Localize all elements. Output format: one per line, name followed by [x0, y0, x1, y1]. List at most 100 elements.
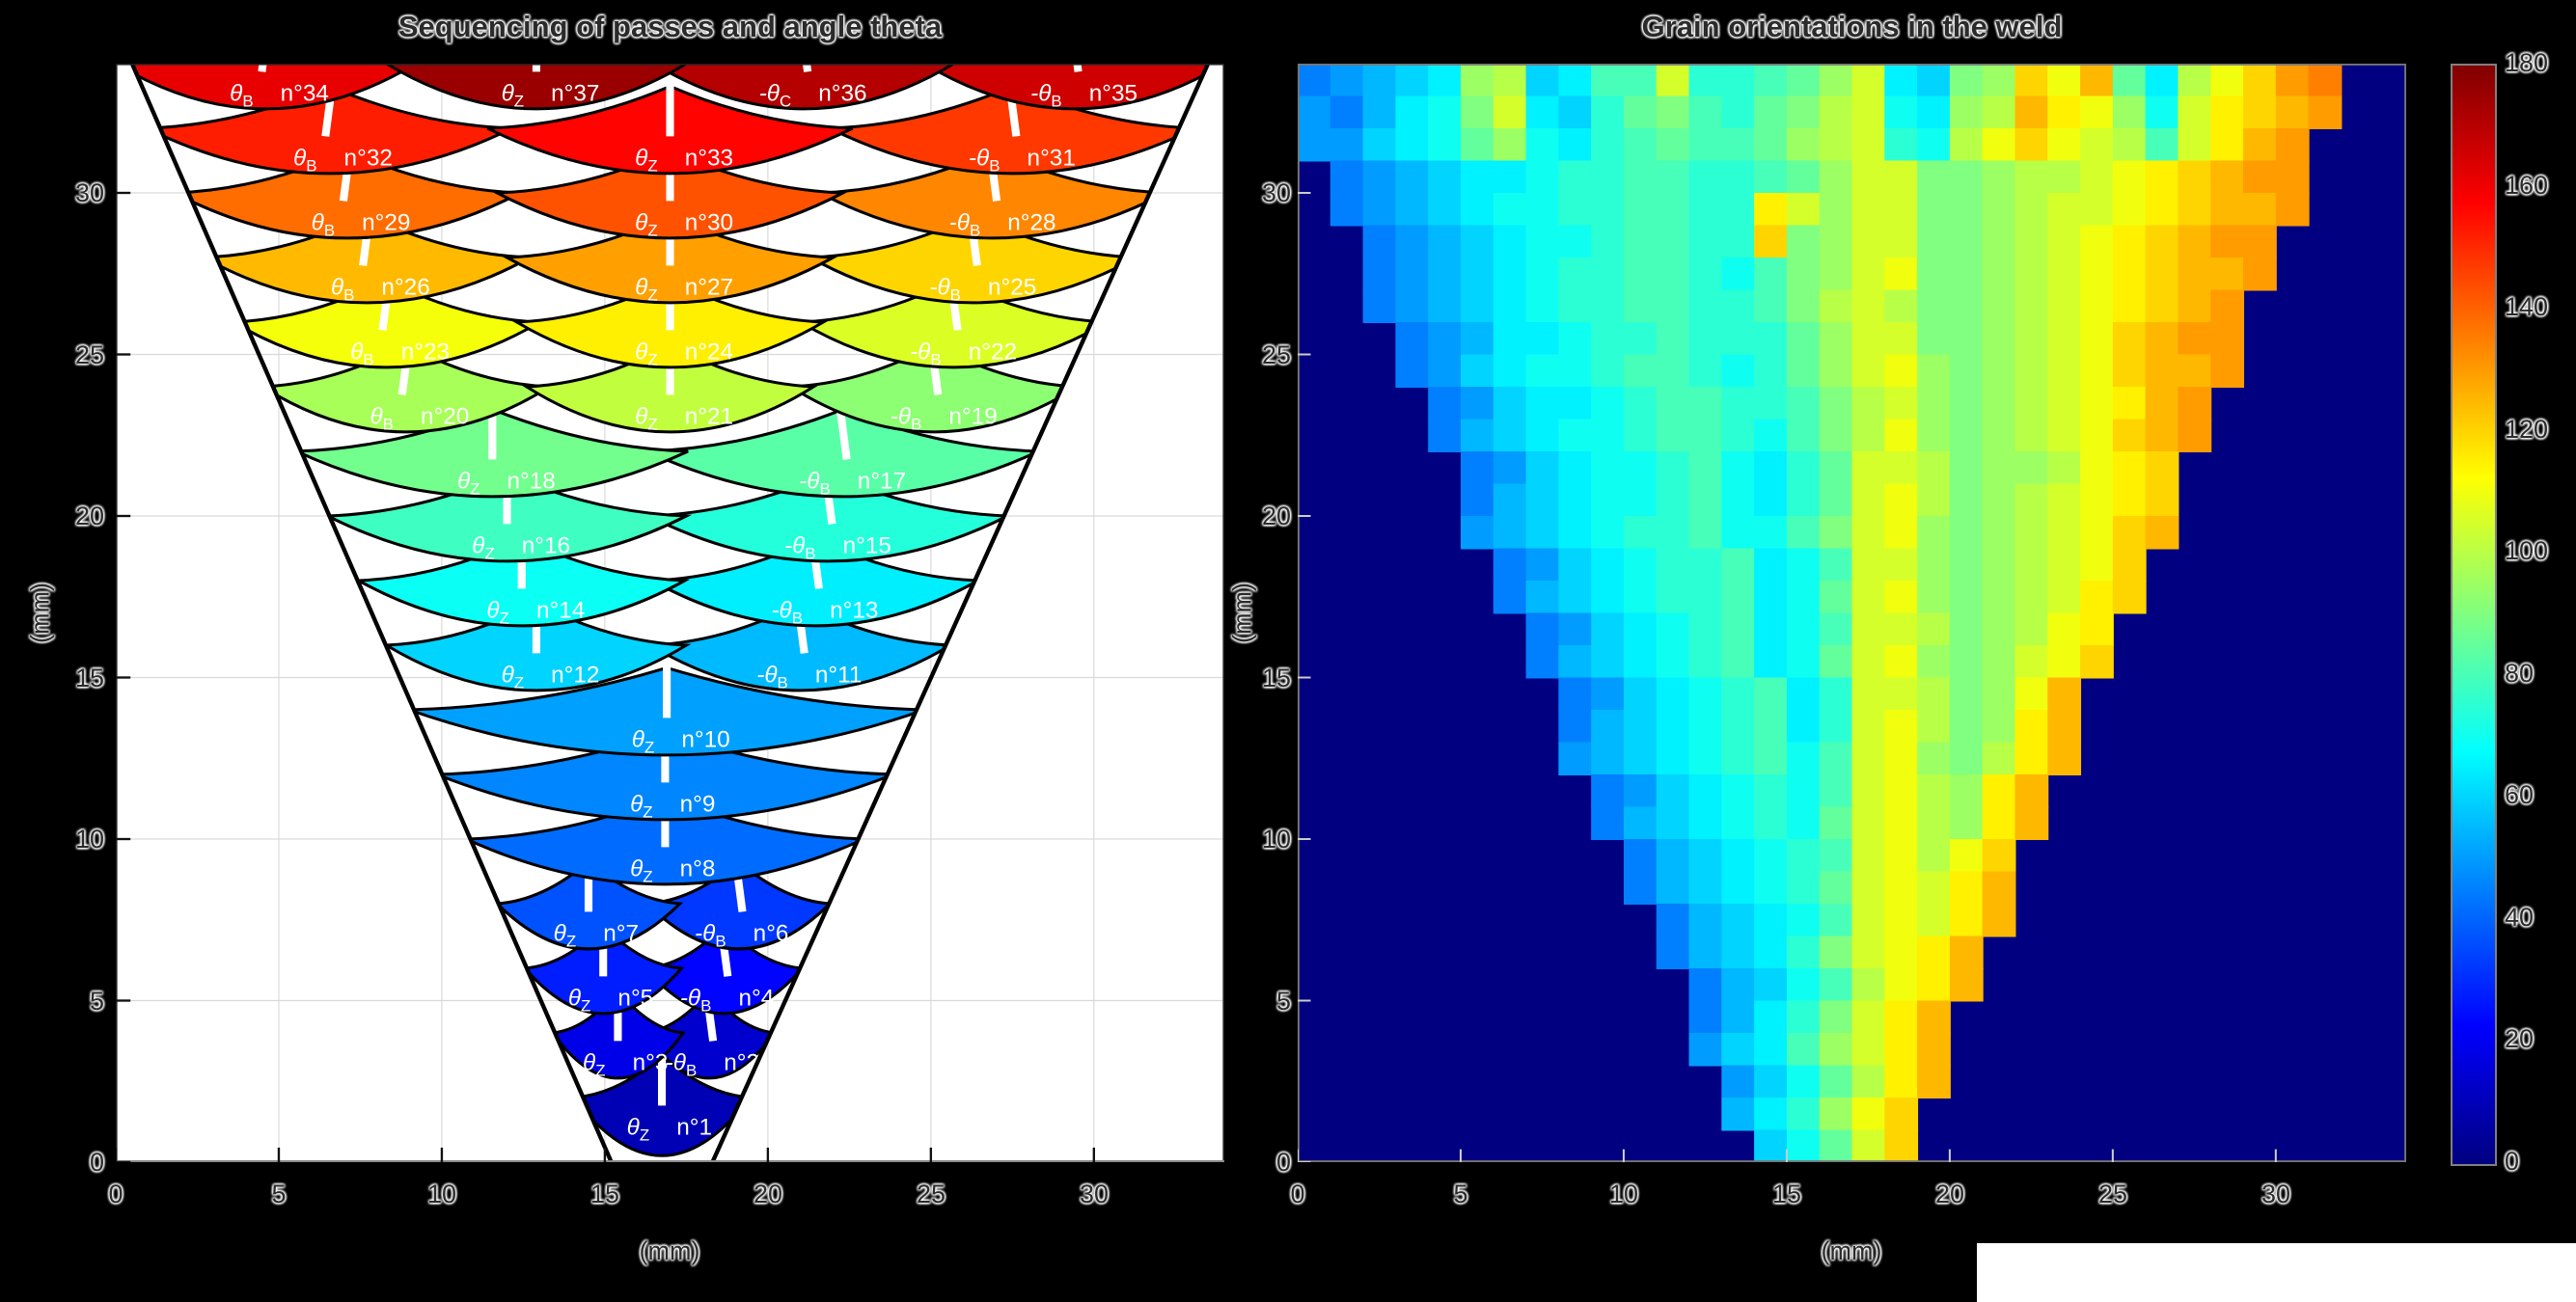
heatmap-cell	[1558, 742, 1593, 776]
heatmap-cell	[2178, 289, 2212, 324]
heatmap-cell	[2112, 289, 2147, 324]
heatmap-cell	[2145, 451, 2179, 485]
heatmap-cell	[1982, 612, 2016, 647]
heatmap-cell	[2210, 322, 2245, 356]
heatmap-cell	[1949, 548, 1984, 583]
heatmap-cell	[1493, 548, 1527, 583]
heatmap-cell	[1982, 871, 2016, 906]
y-tick-label: 20	[74, 502, 104, 530]
heatmap-cell	[1721, 160, 1756, 195]
heatmap-cell	[2014, 516, 2049, 550]
heatmap-cell	[1754, 289, 1788, 324]
heatmap-cell	[1525, 581, 1560, 614]
heatmap-cell	[1819, 354, 1853, 389]
x-tick-label: 0	[1290, 1180, 1305, 1208]
heatmap-cell	[1786, 612, 1821, 647]
heatmap-cell	[1688, 193, 1723, 227]
heatmap-cell	[1851, 160, 1886, 195]
heatmap-cell	[1982, 322, 2016, 356]
heatmap-cell	[1721, 1098, 1756, 1131]
pass-number-label: n°18	[507, 469, 556, 495]
heatmap-cell	[1786, 1098, 1821, 1131]
heatmap-cell	[2112, 193, 2147, 227]
heatmap-cell	[2080, 548, 2114, 583]
heatmap-cell	[2145, 322, 2179, 356]
pass-number-label: n°15	[843, 533, 891, 559]
heatmap-cell	[1688, 1000, 1723, 1035]
heatmap-cell	[2112, 581, 2147, 614]
heatmap-cell	[1982, 419, 2016, 453]
heatmap-cell	[1428, 322, 1462, 356]
heatmap-cell	[1884, 516, 1919, 550]
heatmap-cell	[1493, 128, 1527, 162]
heatmap-cell	[2047, 258, 2082, 291]
heatmap-cell	[1754, 95, 1788, 130]
heatmap-cell	[2112, 160, 2147, 195]
heatmap-cell	[1819, 936, 1853, 970]
heatmap-cell	[1721, 419, 1756, 453]
heatmap-cell	[1688, 968, 1723, 1002]
heatmap-cell	[1460, 387, 1494, 420]
heatmap-cell	[1656, 904, 1690, 937]
heatmap-cell	[1819, 1098, 1853, 1131]
heatmap-cell	[1688, 483, 1723, 518]
heatmap-cell	[1525, 387, 1560, 420]
heatmap-cell	[1656, 354, 1690, 389]
heatmap-cell	[2047, 387, 2082, 420]
heatmap-cell	[1623, 742, 1658, 776]
heatmap-cell	[2112, 95, 2147, 130]
heatmap-cell	[2047, 483, 2082, 518]
pass-number-label: n°9	[680, 792, 716, 818]
heatmap-cell	[1982, 258, 2016, 291]
heatmap-cell	[1819, 1129, 1853, 1162]
heatmap-cell	[1884, 936, 1919, 970]
heatmap-cell	[1688, 258, 1723, 291]
heatmap-cell	[2014, 225, 2049, 259]
heatmap-cell	[1884, 581, 1919, 614]
heatmap-cell	[1493, 516, 1527, 550]
pass-number-label: n°8	[680, 856, 716, 882]
heatmap-cell	[1851, 451, 1886, 485]
heatmap-cell	[2275, 128, 2310, 162]
heatmap-cell	[1656, 612, 1690, 647]
heatmap-cell	[1884, 128, 1919, 162]
heatmap-cell	[1982, 742, 2016, 776]
heatmap-cell	[1884, 645, 1919, 679]
heatmap-cell	[1819, 1000, 1853, 1035]
heatmap-cell	[1623, 64, 1658, 97]
heatmap-cell	[1688, 160, 1723, 195]
heatmap-cell	[1558, 710, 1593, 744]
heatmap-cell	[1819, 64, 1853, 97]
y-tick-label: 30	[1261, 178, 1291, 207]
heatmap-cell	[1362, 64, 1397, 97]
heatmap-cell	[1786, 871, 1821, 906]
heatmap-cell	[1884, 774, 1919, 808]
heatmap-cell	[1982, 581, 2016, 614]
heatmap-cell	[1623, 322, 1658, 356]
heatmap-cell	[1851, 774, 1886, 808]
heatmap-cell	[1591, 64, 1625, 97]
heatmap-cell	[1754, 419, 1788, 453]
heatmap-cell	[2178, 95, 2212, 130]
heatmap-cell	[1982, 354, 2016, 389]
heatmap-cell	[1754, 354, 1788, 389]
heatmap-cell	[1460, 451, 1494, 485]
heatmap-cell	[2014, 581, 2049, 614]
heatmap-cell	[1558, 225, 1593, 259]
heatmap-cell	[1819, 289, 1853, 324]
heatmap-cell	[2080, 645, 2114, 679]
heatmap-cell	[1754, 581, 1788, 614]
right-xaxis-label: (mm)	[1821, 1236, 1882, 1265]
heatmap-cell	[1525, 322, 1560, 356]
heatmap-cell	[1851, 483, 1886, 518]
x-tick-label: 25	[2097, 1180, 2128, 1208]
heatmap-cell	[1851, 516, 1886, 550]
heatmap-cell	[1982, 193, 2016, 227]
heatmap-cell	[2047, 612, 2082, 647]
heatmap-cell	[2014, 806, 2049, 841]
heatmap-cell	[1591, 160, 1625, 195]
heatmap-cell	[2080, 64, 2114, 97]
x-tick-label: 0	[108, 1180, 123, 1208]
heatmap-cell	[1949, 871, 1984, 906]
heatmap-cell	[2014, 483, 2049, 518]
